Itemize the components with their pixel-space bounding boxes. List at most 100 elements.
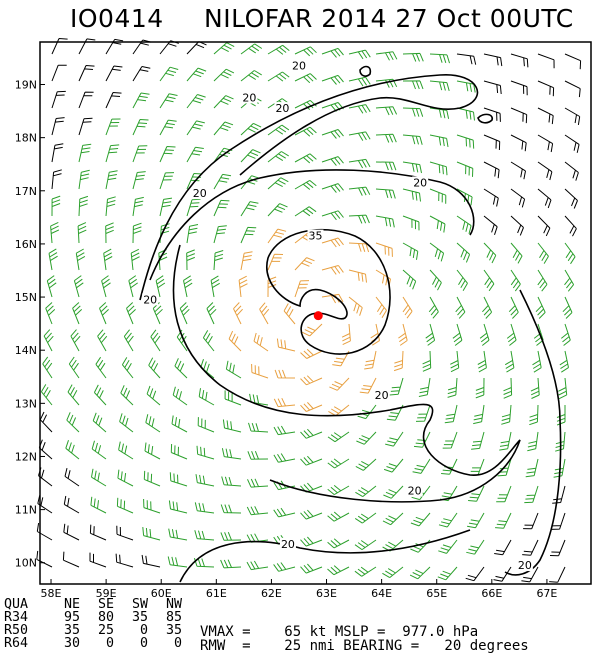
wind-barb	[300, 348, 323, 359]
wind-barb	[483, 107, 501, 122]
wind-barb	[501, 404, 512, 425]
wind-barb	[126, 302, 136, 325]
wind-barb	[329, 377, 350, 391]
wind-barb	[103, 248, 113, 271]
wind-barb	[43, 329, 54, 352]
wind-barb	[174, 358, 188, 379]
wind-barb	[469, 458, 485, 476]
radii-row: R50 35 25 0 35	[4, 624, 182, 637]
wind-barb	[39, 411, 53, 433]
wind-barb	[327, 485, 350, 496]
wind-barb	[267, 44, 290, 55]
wind-barb	[382, 566, 404, 579]
contour-label: 20	[292, 60, 306, 73]
wind-barb	[78, 169, 90, 190]
wind-barb	[273, 397, 296, 408]
lon-label: 66E	[481, 587, 502, 600]
map-axes: 58E 59E 60E 61E 62E 63E 64E 65E 66E 67E 10N 11N 12N 1…	[15, 41, 592, 600]
contour-label: 20	[143, 293, 157, 306]
wind-barb	[402, 188, 421, 202]
lat-label: 19N	[15, 79, 37, 92]
wind-barb	[186, 94, 206, 109]
wind-barb	[483, 161, 500, 179]
radius-value: 80	[97, 610, 114, 625]
wind-barb	[267, 151, 289, 163]
wind-barb	[105, 65, 123, 82]
lat-label: 16N	[15, 238, 37, 251]
wind-barb	[300, 536, 323, 547]
contour-label: 20	[408, 485, 422, 498]
wind-barb	[300, 428, 323, 439]
wind-barb	[132, 222, 142, 244]
wind-barb	[383, 458, 404, 473]
wind-barb	[537, 134, 554, 153]
radius-value: 95	[63, 610, 80, 625]
wind-barb	[467, 512, 485, 529]
wind-barb	[456, 80, 476, 93]
wind-barb	[564, 107, 581, 125]
wind-barbs	[36, 38, 582, 583]
wind-barb	[91, 468, 107, 487]
wind-barb	[148, 357, 161, 379]
wind-barb	[67, 384, 80, 406]
wind-barb	[240, 149, 261, 163]
wind-barb	[382, 539, 404, 552]
wind-barb	[198, 388, 215, 406]
contour-label: 20	[518, 559, 532, 572]
radius-value: NE	[63, 597, 80, 612]
wind-barb	[375, 51, 398, 61]
wind-barb	[301, 323, 323, 337]
wind-barb	[475, 377, 485, 399]
wind-barb	[456, 107, 475, 121]
radius-value: 0	[105, 636, 114, 651]
lat-label: 11N	[15, 504, 37, 517]
wind-barb	[64, 467, 80, 487]
wind-barb	[465, 566, 485, 582]
wind-barb	[375, 161, 397, 171]
wind-barb	[132, 66, 151, 82]
wind-barb	[510, 215, 524, 236]
wind-barb	[222, 419, 242, 433]
wind-barb	[535, 296, 546, 319]
wind-barb	[321, 183, 344, 193]
wind-barb	[225, 360, 242, 379]
wind-barb	[130, 248, 140, 271]
wind-barb	[294, 153, 317, 164]
wind-barb	[78, 91, 94, 109]
wind-barb	[159, 172, 175, 190]
wind-barb	[456, 215, 472, 235]
wind-barb	[444, 404, 458, 424]
wind-barb	[456, 242, 471, 263]
row-label: QUA	[4, 597, 29, 612]
wind-barb	[179, 302, 190, 325]
wind-barb	[150, 329, 161, 352]
wind-barb	[50, 221, 60, 244]
wind-barb	[210, 275, 220, 298]
wind-barb	[73, 275, 84, 298]
wind-barb	[341, 323, 351, 346]
row-label: R64	[4, 636, 29, 651]
wind-barb	[202, 330, 215, 352]
wind-barb	[99, 302, 109, 325]
radius-value: SE	[97, 597, 114, 612]
wind-barb	[537, 215, 551, 237]
wind-barb	[521, 566, 539, 583]
wind-barb	[375, 133, 397, 143]
radius-value: 0	[173, 636, 182, 651]
wind-barb	[220, 532, 242, 541]
radius-value: NW	[165, 597, 182, 612]
wind-barb	[328, 404, 350, 417]
contour-label-bg	[241, 91, 258, 104]
wind-barb	[503, 377, 513, 399]
wind-barb	[246, 506, 269, 516]
wind-barb	[78, 195, 89, 217]
wind-barb	[321, 265, 344, 275]
wind-barb	[221, 476, 242, 487]
wind-barb	[75, 248, 86, 271]
lon-label: 62E	[261, 587, 282, 600]
title-bar: IO0414 NILOFAR 2014 27 Oct 00UTC	[0, 0, 599, 40]
lat-label: 14N	[15, 344, 37, 357]
wind-barb	[537, 269, 548, 292]
wind-barb	[159, 119, 177, 136]
storm-title: NILOFAR 2014 27 Oct 00UTC	[204, 4, 574, 33]
